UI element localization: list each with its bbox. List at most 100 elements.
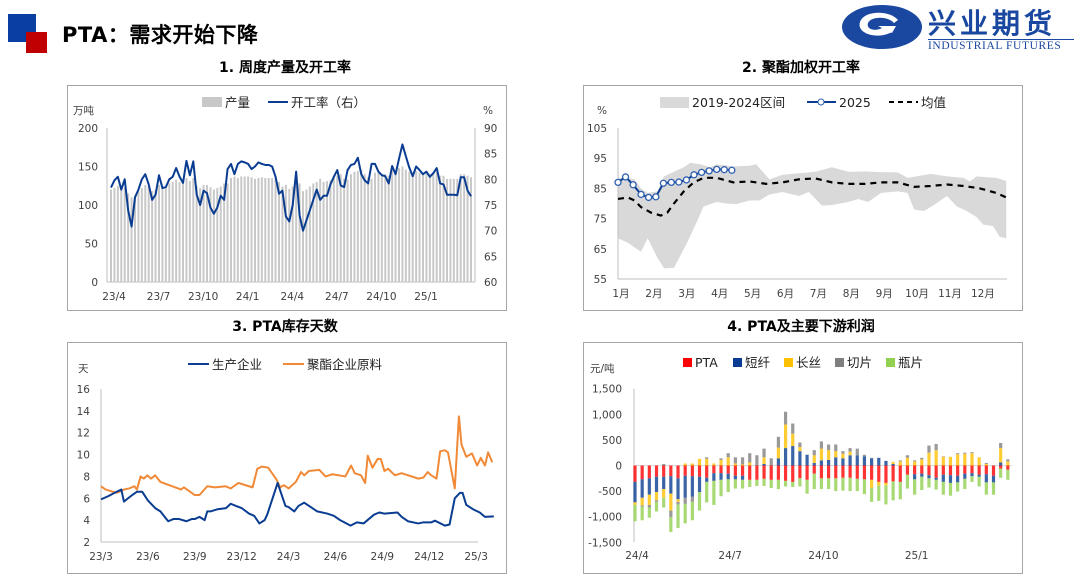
- pta-profit-bar: [855, 465, 859, 479]
- x-tick-label: 23/9: [183, 551, 207, 563]
- production-bar: [384, 174, 387, 282]
- production-bar: [182, 183, 184, 282]
- pta-profit-bar: [905, 465, 910, 475]
- production-bar: [110, 189, 112, 282]
- pta-profit-bar: [712, 465, 716, 474]
- staple-fiber-profit-bar: [841, 458, 845, 466]
- filament-profit-bar: [898, 461, 902, 466]
- logo-divider: [928, 39, 1074, 40]
- chip-profit-bar: [662, 463, 666, 466]
- y-tick-label-right: 70: [484, 226, 497, 238]
- filament-profit-bar: [697, 458, 702, 466]
- staple-fiber-profit-bar: [977, 474, 981, 477]
- pta-profit-bar: [848, 465, 852, 478]
- point-2025: [652, 193, 660, 201]
- pta-profit-bar: [948, 465, 953, 476]
- logo-text-en: INDUSTRIAL FUTURES: [928, 40, 1062, 52]
- bottle-chip-profit-bar: [740, 479, 745, 489]
- pta-profit-bar: [762, 465, 766, 479]
- pta-profit-bar: [884, 465, 888, 483]
- pta-profit-bar: [862, 465, 867, 480]
- bottle-chip-profit-bar: [662, 497, 666, 508]
- staple-fiber-profit-bar: [647, 478, 651, 495]
- bottle-chip-profit-bar: [669, 517, 673, 533]
- x-tick-label: 23/4: [102, 291, 126, 303]
- point-2025: [675, 178, 683, 186]
- filament-profit-bar: [970, 453, 974, 466]
- bottle-chip-profit-bar: [769, 479, 773, 489]
- bottle-chip-profit-bar: [970, 476, 974, 482]
- pta-profit-bar: [662, 465, 666, 477]
- x-tick-label: 23/3: [89, 551, 113, 563]
- chart-1-panel: 0 50 100 150 200 60 65 70 75 80 85 90 23/4 23/7 23/10 2…: [67, 85, 507, 311]
- staple-fiber-profit-bar: [676, 478, 680, 500]
- bottle-chip-profit-bar: [884, 485, 888, 505]
- filament-profit-bar: [662, 489, 666, 498]
- staple-fiber-profit-bar: [740, 475, 745, 480]
- chip-profit-bar: [934, 443, 938, 451]
- legend-mean-label: 均值: [921, 95, 946, 110]
- point-2025: [667, 178, 675, 187]
- production-bar: [192, 178, 195, 282]
- legend-chip-label: 切片: [847, 355, 872, 370]
- y-axis-unit-left: 万吨: [73, 104, 94, 117]
- company-logo: 兴业期货 INDUSTRIAL FUTURES: [838, 2, 1078, 52]
- pta-profit-bar: [805, 465, 809, 480]
- chip-profit-bar: [654, 500, 659, 502]
- point-2025: [621, 173, 630, 181]
- bottle-chip-profit-bar: [1006, 469, 1010, 480]
- production-bar: [312, 183, 315, 282]
- point-2025: [713, 165, 721, 174]
- pta-profit-bar: [991, 465, 996, 476]
- y-tick-label: 500: [602, 435, 622, 447]
- y-tick-label: 14: [77, 406, 91, 418]
- pta-profit-bar: [769, 465, 773, 480]
- pta-profit-bar: [934, 465, 938, 478]
- staple-fiber-profit-bar: [633, 481, 637, 503]
- chart-1-svg: 0 50 100 150 200 60 65 70 75 80 85 90 23/4 23/7 23/10 2…: [73, 95, 497, 303]
- x-tick-label: 25/3: [464, 551, 488, 563]
- chip-profit-bar: [748, 453, 752, 463]
- production-bar: [123, 187, 126, 282]
- production-bar: [140, 188, 143, 282]
- pta-profit-bar: [669, 465, 673, 477]
- production-bar: [442, 175, 445, 282]
- production-bar: [226, 183, 229, 282]
- pta-profit-bar: [913, 465, 917, 475]
- chip-profit-bar: [956, 453, 960, 455]
- filament-profit-bar: [984, 463, 988, 466]
- bottle-chip-profit-bar: [934, 479, 938, 490]
- bottle-chip-profit-bar: [748, 479, 752, 488]
- staple-fiber-profit-bar: [798, 451, 802, 466]
- x-tick-label: 24/3: [277, 551, 301, 563]
- legend-staple-fiber-swatch: [733, 358, 742, 367]
- production-bar: [171, 181, 174, 282]
- production-bar: [144, 184, 147, 282]
- legend-pta-label: PTA: [695, 355, 718, 370]
- production-bar: [435, 171, 438, 282]
- y-tick-label: 95: [594, 153, 607, 165]
- legend-pta-swatch: [683, 358, 692, 367]
- y-axis-unit: %: [597, 105, 607, 117]
- production-bar: [418, 172, 421, 282]
- staple-fiber-profit-bar: [819, 460, 824, 466]
- production-bar: [188, 181, 191, 282]
- bottle-chip-profit-bar: [870, 488, 874, 502]
- staple-fiber-profit-bar: [956, 475, 960, 483]
- production-bar: [370, 178, 373, 282]
- pta-profit-bar: [812, 465, 816, 474]
- legend-filament-swatch: [784, 358, 793, 367]
- production-bar: [168, 183, 171, 282]
- legend-2025-label: 2025: [839, 95, 871, 110]
- production-bar: [391, 170, 394, 282]
- y-tick-label: -1,000: [588, 512, 622, 524]
- staple-fiber-profit-bar: [870, 458, 874, 466]
- chip-profit-bar: [755, 455, 759, 466]
- pta-profit-bar: [819, 465, 824, 479]
- filament-profit-bar: [762, 457, 766, 464]
- bottle-chip-profit-bar: [683, 503, 687, 524]
- filament-profit-bar: [633, 502, 637, 505]
- legend-chip-swatch: [835, 358, 844, 367]
- production-bar: [329, 180, 332, 282]
- bottle-chip-profit-bar: [855, 478, 859, 492]
